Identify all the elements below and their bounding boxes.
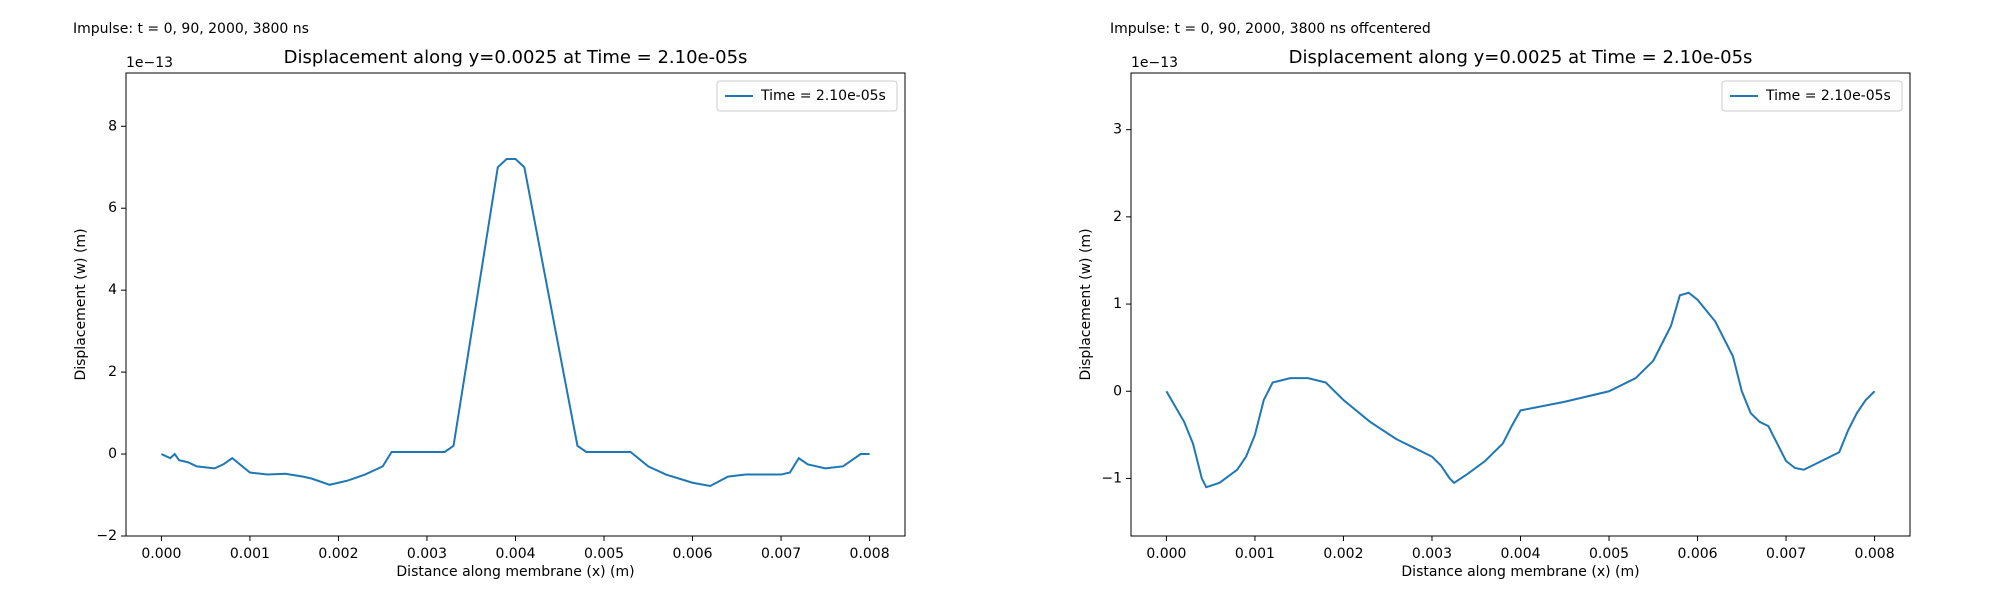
chart-title: Displacement along y=0.0025 at Time = 2.… <box>1289 47 1753 68</box>
data-line <box>160 158 870 488</box>
x-tick-label: 0.003 <box>1412 546 1452 562</box>
x-tick-label: 0.005 <box>1589 546 1629 562</box>
x-tick-label: 0.007 <box>1766 546 1806 562</box>
chart-title: Displacement along y=0.0025 at Time = 2.… <box>284 47 748 68</box>
legend-label: Time = 2.10e-05s <box>760 88 886 104</box>
y-tick-label: −2 <box>96 528 117 544</box>
axes-frame <box>125 72 906 537</box>
y-tick-label: 3 <box>1113 122 1122 138</box>
x-tick-label: 0.002 <box>1323 546 1363 562</box>
y-tick-label: 0 <box>1113 383 1122 399</box>
x-tick-label: 0.004 <box>495 546 535 562</box>
caption: Impulse: t = 0, 90, 2000, 3800 ns offcen… <box>1110 21 1431 37</box>
y-axis-label: Displacement (w) (m) <box>1078 228 1094 380</box>
y-tick-label: 4 <box>108 282 117 298</box>
x-tick-label: 0.002 <box>318 546 358 562</box>
axes-frame <box>1130 72 1911 537</box>
x-tick-label: 0.008 <box>850 546 890 562</box>
data-line <box>1165 291 1876 489</box>
x-tick-label: 0.007 <box>761 546 801 562</box>
x-tick-label: 0.000 <box>141 546 181 562</box>
y-tick-label: 1 <box>1113 296 1122 312</box>
legend-box <box>716 80 898 112</box>
x-tick-label: 0.001 <box>1235 546 1275 562</box>
y-tick-label: 2 <box>1113 209 1122 225</box>
x-axis-label: Distance along membrane (x) (m) <box>396 564 634 580</box>
y-tick-label: 6 <box>108 200 117 216</box>
x-tick-label: 0.000 <box>1146 546 1186 562</box>
y-tick-label: −1 <box>1101 470 1122 486</box>
legend-label: Time = 2.10e-05s <box>1765 88 1891 104</box>
offset-text: 1e−13 <box>1131 55 1178 71</box>
y-tick-label: 2 <box>108 364 117 380</box>
y-tick-label: 8 <box>108 118 117 134</box>
offset-text: 1e−13 <box>126 55 173 71</box>
x-tick-label: 0.001 <box>230 546 270 562</box>
x-tick-label: 0.006 <box>1677 546 1717 562</box>
x-axis-label: Distance along membrane (x) (m) <box>1401 564 1639 580</box>
x-tick-label: 0.004 <box>1500 546 1540 562</box>
x-tick-label: 0.008 <box>1855 546 1895 562</box>
x-tick-label: 0.005 <box>584 546 624 562</box>
caption: Impulse: t = 0, 90, 2000, 3800 ns <box>73 21 309 37</box>
y-tick-label: 0 <box>108 446 117 462</box>
x-tick-label: 0.006 <box>672 546 712 562</box>
legend-box <box>1721 80 1903 112</box>
y-axis-label: Displacement (w) (m) <box>73 228 89 380</box>
x-tick-label: 0.003 <box>407 546 447 562</box>
